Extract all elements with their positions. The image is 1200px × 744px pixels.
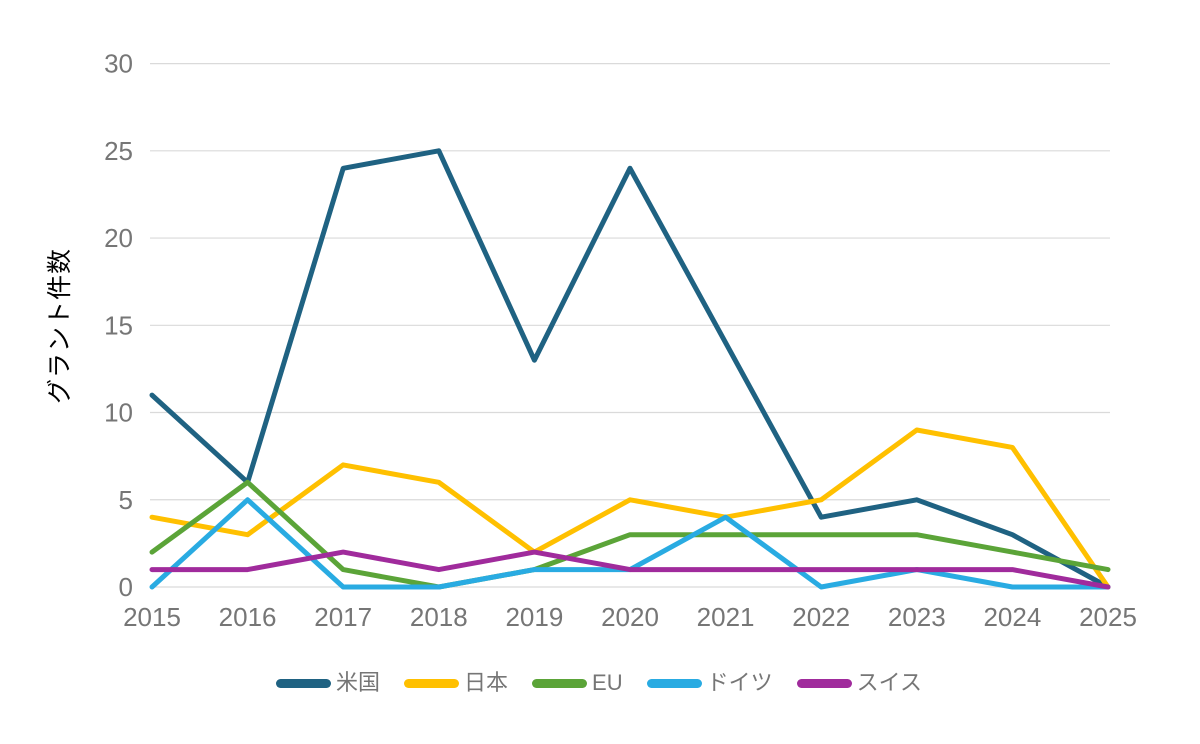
x-axis-ticks: 2015 2016 2017 2018 2019 2020 2021 2022 2023 2024… bbox=[123, 602, 1137, 632]
y-tick-label: 5 bbox=[119, 485, 133, 515]
y-tick-label: 25 bbox=[104, 136, 133, 166]
legend-label-eu: EU bbox=[592, 670, 623, 695]
x-tick-label: 2016 bbox=[219, 602, 277, 632]
series-line-usa bbox=[149, 148, 1111, 590]
legend-item-switzerland: スイス bbox=[796, 669, 922, 697]
x-tick-label: 2024 bbox=[983, 602, 1041, 632]
legend-label-japan: 日本 bbox=[464, 670, 509, 695]
legend-label-germany: ドイツ bbox=[706, 670, 773, 695]
x-tick-label: 2017 bbox=[314, 602, 372, 632]
legend-label-usa: 米国 bbox=[336, 670, 381, 695]
x-tick-label: 2021 bbox=[697, 602, 755, 632]
series-line-japan bbox=[149, 427, 1111, 590]
y-axis-title: グラント件数 bbox=[46, 248, 74, 404]
legend-swatch-usa bbox=[276, 678, 331, 688]
legend-swatch-eu bbox=[532, 678, 588, 688]
legend-item-japan: 日本 bbox=[404, 669, 508, 697]
legend-swatch-japan bbox=[404, 678, 460, 688]
y-tick-label: 10 bbox=[104, 398, 133, 428]
x-tick-label: 2020 bbox=[601, 602, 659, 632]
x-tick-label: 2015 bbox=[123, 602, 181, 632]
y-tick-label: 0 bbox=[119, 572, 133, 602]
series-line-switzerland bbox=[149, 549, 1111, 590]
y-axis-ticks: 0 5 10 15 20 25 30 bbox=[104, 49, 133, 602]
x-tick-label: 2018 bbox=[410, 602, 468, 632]
series-line-eu bbox=[149, 479, 1111, 590]
legend-swatch-switzerland bbox=[796, 678, 852, 688]
x-tick-label: 2025 bbox=[1079, 602, 1137, 632]
x-tick-label: 2019 bbox=[505, 602, 563, 632]
legend-item-germany: ドイツ bbox=[646, 669, 773, 697]
y-tick-label: 20 bbox=[104, 223, 133, 253]
legend-swatch-germany bbox=[646, 678, 702, 688]
gridlines bbox=[150, 62, 1110, 588]
legend-item-eu: EU bbox=[532, 669, 623, 697]
y-tick-label: 15 bbox=[104, 310, 133, 340]
legend-label-switzerland: スイス bbox=[856, 670, 922, 695]
y-tick-label: 30 bbox=[104, 49, 133, 79]
legend: 米国 日本 EU ドイツ スイス bbox=[276, 669, 922, 697]
series-lines bbox=[149, 148, 1111, 590]
legend-item-usa: 米国 bbox=[276, 669, 380, 697]
x-tick-label: 2022 bbox=[792, 602, 850, 632]
x-tick-label: 2023 bbox=[888, 602, 946, 632]
